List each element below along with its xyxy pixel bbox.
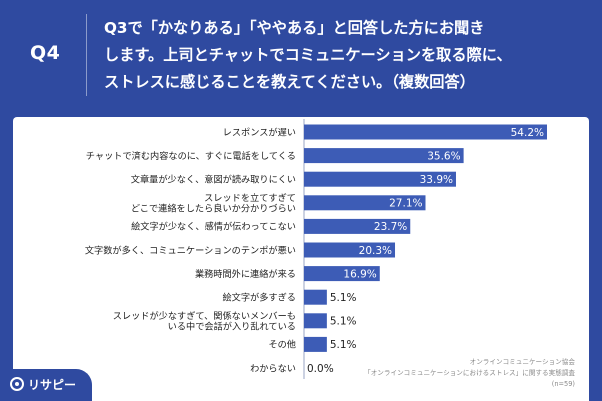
bar-2 xyxy=(304,148,464,164)
value-label-2: 35.6% xyxy=(427,150,460,162)
value-label-1: 54.2% xyxy=(511,127,544,139)
category-label-5: 絵文字が少なく、感情が伝わってこない xyxy=(131,221,296,233)
category-label-2: チャットで済む内容なのに、すぐに電話をしてくる xyxy=(86,150,296,162)
header-divider xyxy=(86,14,87,96)
bar-chart: レスポンスが遅い 54.2% チャットで済む内容なのに、すぐに電話をしてくる 35.6… xyxy=(85,119,547,379)
question-text: Q3で「かなりある」「ややある」と回答した方にお聞き します。上司とチャットでコ… xyxy=(104,19,512,91)
bar-4 xyxy=(304,195,426,211)
bar-3 xyxy=(304,171,456,187)
category-label-6: 文字数が多く、コミュニケーションのテンポが悪い xyxy=(85,244,296,256)
value-label-11: 0.0% xyxy=(307,363,334,375)
value-label-10: 5.1% xyxy=(330,339,357,351)
category-label-1: レスポンスが遅い xyxy=(223,126,296,138)
value-label-9: 5.1% xyxy=(330,316,357,328)
category-label-10: その他 xyxy=(268,339,296,351)
value-label-8: 5.1% xyxy=(330,292,357,304)
value-label-6: 20.3% xyxy=(359,245,392,257)
source-org: オンラインコミュニケーション協会 xyxy=(469,358,575,366)
category-label-4: スレッドを立てすぎてどこで連絡をしたら良いか分かりづらい xyxy=(131,192,296,215)
bar-1 xyxy=(304,124,547,140)
bar-6 xyxy=(304,242,396,258)
source-survey: 「オンラインコミュニケーションにおけるストレス」に関する実態調査 xyxy=(364,369,575,377)
category-label-8: 絵文字が多すぎる xyxy=(223,292,297,304)
bar-7 xyxy=(304,266,380,282)
value-label-4: 27.1% xyxy=(389,198,422,210)
bar-10 xyxy=(304,336,327,352)
bar-9 xyxy=(304,313,327,329)
category-label-11: わからない xyxy=(250,363,296,374)
category-label-3: 文章量が少なく、意図が読み取りにくい xyxy=(131,174,296,186)
header-banner: Q4 Q3で「かなりある」「ややある」と回答した方にお聞き します。上司とチャッ… xyxy=(0,0,602,112)
bar-5 xyxy=(304,218,411,234)
value-label-3: 33.9% xyxy=(420,174,453,186)
chart-panel: レスポンスが遅い 54.2% チャットで済む内容なのに、すぐに電話をしてくる 35.6… xyxy=(13,117,589,401)
source-note: オンラインコミュニケーション協会 「オンラインコミュニケーションにおけるストレス… xyxy=(275,357,575,390)
source-sample-size: (n=59) xyxy=(551,380,575,388)
category-label-9: スレッドが少なすぎて、関係ないメンバーもいる中で会話が入り乱れている xyxy=(113,310,296,333)
brand-logo: リサピー xyxy=(0,369,92,401)
bar-8 xyxy=(304,289,327,305)
risapy-logo-icon xyxy=(10,377,24,391)
value-label-7: 16.9% xyxy=(343,268,376,280)
question-number: Q4 xyxy=(30,42,61,64)
value-label-5: 23.7% xyxy=(374,221,407,233)
brand-name: リサピー xyxy=(28,378,77,392)
category-label-7: 業務時間外に連絡が来る xyxy=(195,268,296,280)
